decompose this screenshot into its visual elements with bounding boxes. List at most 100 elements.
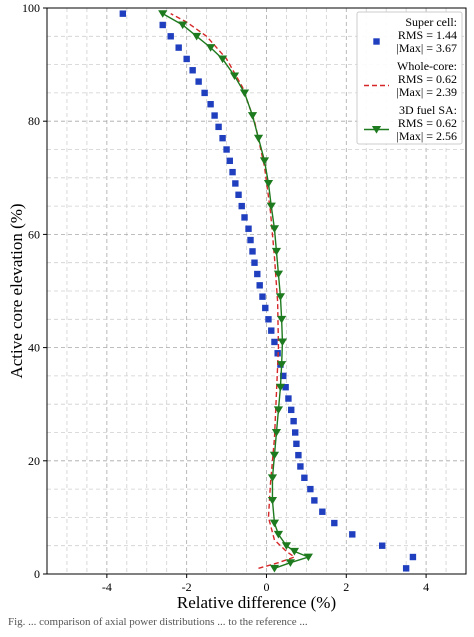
plot-frame [46, 7, 467, 575]
data-point [256, 282, 263, 289]
y-axis-title: Active core elevation (%) [7, 203, 26, 378]
data-point [277, 361, 287, 369]
data-point [293, 440, 300, 448]
data-point [158, 10, 168, 18]
legend-marker-swatch [371, 126, 382, 134]
figure-caption: Fig. ... comparison of axial power distr… [8, 616, 308, 628]
data-point [178, 21, 188, 30]
data-point [245, 225, 252, 232]
data-point [271, 338, 278, 346]
data-point [263, 180, 274, 188]
data-point [219, 134, 226, 142]
legend: Super cell:RMS = 1.44|Max| = 3.67 Whole-c… [356, 11, 463, 145]
data-point [267, 474, 278, 482]
data-point [282, 384, 289, 391]
series-layer [119, 10, 417, 573]
data-point [238, 202, 245, 210]
data-point [311, 497, 318, 504]
data-point [273, 530, 284, 539]
y-tick-label: 0 [34, 567, 40, 581]
data-point [269, 519, 280, 528]
data-point [235, 191, 242, 198]
data-point [275, 293, 286, 301]
y-tick-label: 40 [28, 341, 40, 355]
data-point [379, 542, 386, 549]
data-point [253, 134, 264, 143]
data-point [229, 72, 240, 81]
y-tick-label: 80 [28, 114, 40, 128]
legend-marker-swatch [373, 38, 380, 45]
data-point [195, 78, 202, 85]
data-point [201, 89, 208, 97]
legend-label: Super cell: [405, 15, 457, 29]
x-tick-label: 4 [423, 580, 429, 594]
data-point [119, 10, 127, 17]
data-point [249, 248, 256, 255]
data-point [241, 214, 248, 221]
legend-stat: |Max| = 3.67 [396, 41, 457, 55]
legend-label: 3D fuel SA: [399, 103, 457, 117]
data-point [280, 372, 287, 380]
data-point [268, 327, 275, 334]
data-point [259, 293, 266, 300]
legend-label: Whole-core: [397, 59, 457, 73]
data-point [211, 112, 218, 119]
series-2 [158, 10, 313, 573]
data-point [266, 202, 276, 211]
data-point [402, 565, 410, 572]
data-point [189, 67, 196, 74]
legend-stat: RMS = 0.62 [398, 72, 457, 86]
series-0 [119, 10, 417, 572]
data-point [277, 338, 288, 347]
data-point [292, 429, 299, 436]
data-point [269, 451, 280, 460]
data-point [207, 101, 214, 108]
data-point [217, 55, 228, 64]
data-point [226, 157, 233, 165]
data-point [331, 519, 338, 527]
legend-stat: RMS = 0.62 [398, 116, 457, 130]
legend-stat: |Max| = 2.56 [396, 129, 457, 143]
data-point [265, 316, 272, 323]
data-point [251, 259, 258, 266]
data-point [239, 89, 250, 98]
data-point [285, 559, 296, 567]
data-point [301, 474, 308, 481]
data-point [206, 44, 216, 52]
series-line [170, 13, 296, 570]
data-point [273, 406, 284, 414]
data-point [290, 417, 297, 425]
data-point [269, 564, 280, 573]
data-point [271, 247, 282, 256]
data-point [247, 112, 258, 120]
x-tick-label: 0 [263, 580, 269, 594]
legend-stat: |Max| = 2.39 [396, 85, 457, 99]
data-point [349, 531, 356, 538]
data-point [281, 542, 292, 550]
data-point [277, 315, 287, 324]
legend-box [356, 11, 463, 145]
data-point [319, 508, 326, 515]
data-point [271, 429, 282, 437]
data-point [232, 180, 239, 187]
data-point [289, 547, 300, 556]
data-point [259, 157, 270, 165]
data-point [223, 146, 230, 153]
data-point [175, 44, 182, 51]
data-point [303, 553, 313, 562]
y-tick-label: 100 [22, 1, 40, 15]
data-point [183, 55, 190, 63]
y-tick-label: 60 [28, 227, 40, 241]
data-point [229, 168, 236, 176]
x-tick-label: -2 [182, 580, 192, 594]
data-point [273, 270, 284, 279]
x-axis-title: Relative difference (%) [177, 593, 336, 612]
data-point [159, 21, 166, 29]
data-point [288, 406, 295, 414]
x-tick-label: -4 [102, 580, 112, 594]
legend-stat: RMS = 1.44 [398, 28, 457, 42]
data-point [269, 225, 280, 233]
